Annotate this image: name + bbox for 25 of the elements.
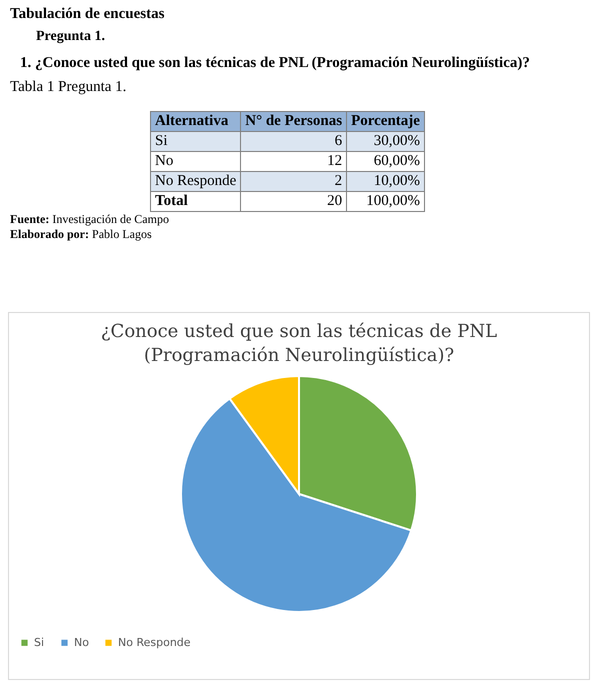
text: Alternativa bbox=[150, 112, 241, 132]
text: 60,00% bbox=[346, 152, 424, 172]
text: Elaborado por: Pablo Lagos bbox=[10, 227, 153, 242]
chart-title: ¿Conoce usted que son las técnicas de PNL (Programación Neurolingüística)? bbox=[100, 321, 498, 366]
text: N° de Personas bbox=[240, 112, 347, 132]
text: 12 bbox=[240, 152, 347, 172]
text: Total bbox=[150, 192, 241, 212]
legend-label: No Responde bbox=[118, 636, 191, 649]
text: 100,00% bbox=[346, 192, 424, 212]
legend-label: No bbox=[74, 636, 90, 649]
source-note: Fuente: Investigación de Campo bbox=[10, 212, 170, 227]
category-label: No bbox=[155, 153, 174, 169]
text: 10,00% bbox=[346, 172, 424, 192]
text: 2 bbox=[240, 172, 347, 192]
text: 20 bbox=[240, 192, 347, 212]
text: Tabla 1 Pregunta 1. bbox=[10, 79, 128, 96]
text: Porcentaje bbox=[346, 112, 424, 132]
text: Pregunta 1. bbox=[36, 29, 106, 45]
category-label: Si bbox=[155, 133, 168, 149]
legend-label: Si bbox=[34, 636, 44, 649]
text: 6 bbox=[240, 132, 347, 152]
text: 1. ¿Conoce usted que son las técnicas de PNL (Programación Neurolingüística)? bbox=[20, 54, 531, 73]
text: Tabulación de encuestas bbox=[10, 6, 166, 23]
category-label: No Responde bbox=[155, 173, 236, 189]
text: 30,00% bbox=[346, 132, 424, 152]
